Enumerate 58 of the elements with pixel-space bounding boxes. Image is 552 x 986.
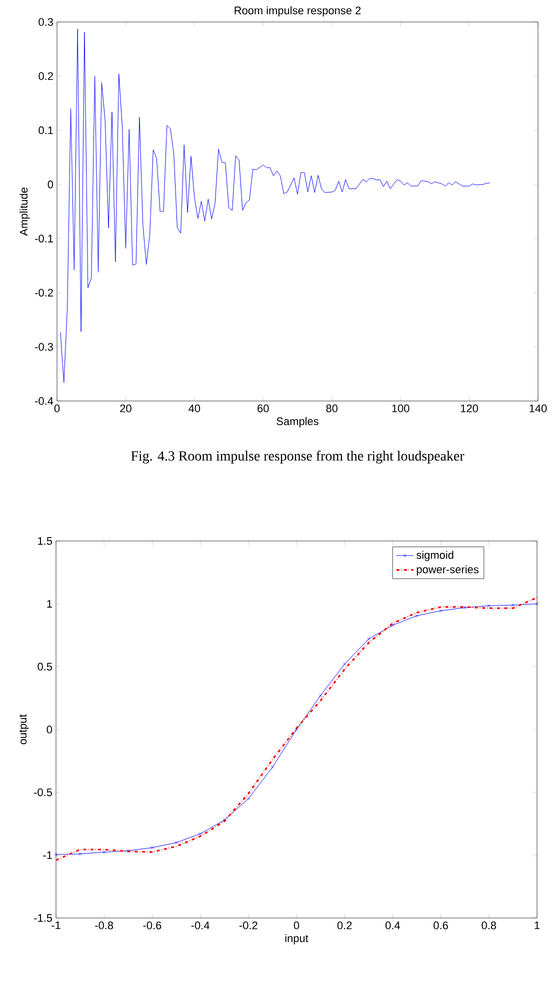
point	[511, 603, 515, 607]
legend-label: power-series	[416, 565, 478, 576]
point	[198, 832, 202, 836]
y-tick-label: -0.3	[35, 342, 53, 351]
y-axis-title: output	[19, 714, 29, 744]
point	[150, 846, 154, 850]
legend-label: sigmoid	[416, 550, 454, 562]
x-tick-label: 80	[326, 404, 338, 412]
chart-title: Room impulse response 2	[234, 6, 361, 16]
x-tick-label: 0.4	[386, 922, 400, 930]
x-axis-title: Samples	[276, 417, 318, 428]
y-tick-label: 0	[48, 180, 54, 188]
y-tick-label: 0	[46, 726, 52, 734]
x-tick-label: -0.2	[239, 922, 258, 930]
point	[439, 609, 442, 612]
y-tick-label: -1	[43, 851, 52, 859]
x-tick-label: 40	[188, 404, 200, 412]
x-tick-label: 140	[530, 404, 547, 412]
point	[367, 637, 370, 641]
point	[463, 606, 466, 610]
y-tick-label: -0.5	[34, 788, 52, 796]
point	[318, 694, 322, 698]
x-tick-label: 60	[258, 404, 269, 412]
point	[78, 852, 82, 856]
point	[246, 797, 250, 800]
y-tick-label: -0.2	[35, 288, 53, 297]
x-tick-label: 20	[120, 404, 132, 412]
point	[270, 766, 274, 769]
x-tick-label: 1	[534, 922, 540, 930]
point	[102, 850, 106, 854]
x-tick-label: 0.8	[482, 922, 496, 930]
y-tick-label: 0.3	[38, 18, 53, 26]
point	[487, 604, 491, 608]
x-tick-label: 0	[54, 404, 60, 412]
x-tick-label: -0.4	[191, 922, 210, 930]
point	[222, 818, 226, 822]
x-axis-title: input	[285, 934, 308, 944]
y-axis-title: Amplitude	[20, 188, 30, 236]
y-tick-label: 0.2	[38, 72, 53, 80]
x-tick-label: -0.6	[143, 922, 162, 930]
y-tick-label: 1.5	[38, 537, 52, 545]
y-tick-label: -0.4	[35, 397, 54, 405]
point	[174, 840, 178, 844]
x-tick-label: 0.2	[337, 922, 352, 930]
caption: Fig. 4.3 Room impulse response from the right loudspeaker	[131, 450, 464, 464]
x-tick-label: 0.6	[434, 922, 448, 930]
y-tick-label: 1	[47, 600, 52, 608]
x-tick-label: 120	[460, 404, 478, 412]
point	[126, 849, 130, 852]
y-tick-label: 0.1	[38, 126, 53, 134]
y-tick-label: -1.5	[34, 914, 52, 922]
x-tick-label: 100	[392, 404, 410, 412]
y-tick-label: 0.5	[38, 662, 52, 671]
x-tick-label: -0.8	[95, 922, 114, 930]
x-tick-label: 0	[294, 922, 300, 930]
point	[342, 662, 346, 666]
point	[391, 624, 394, 627]
y-tick-label: -0.1	[35, 234, 53, 242]
